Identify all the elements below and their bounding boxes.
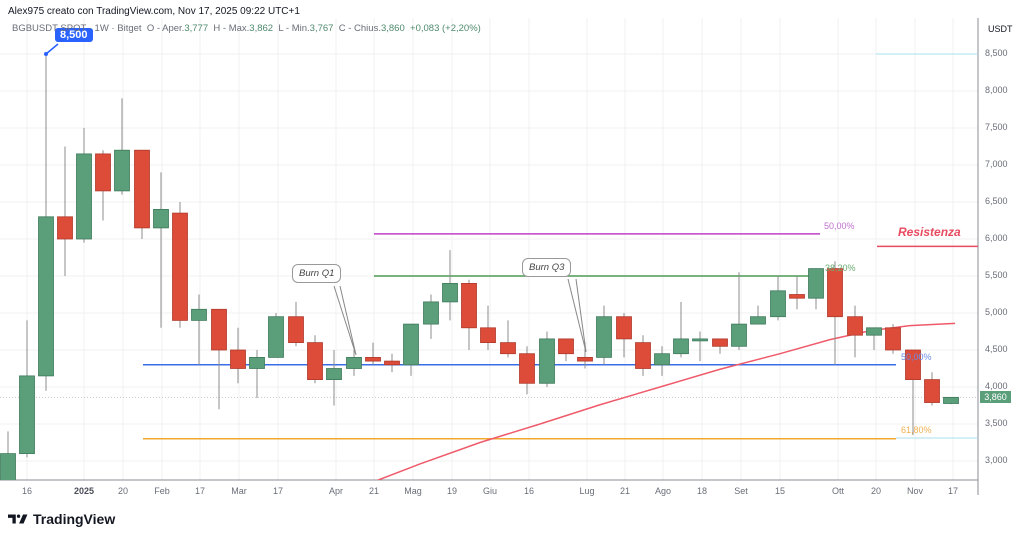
time-tick: Apr [328,486,344,496]
symbol-name[interactable]: BGBUSDT SPOT [12,23,87,34]
price-tick: 8,500 [985,48,1008,58]
time-tick: 17 [272,486,284,496]
low-value: 3,767 [309,23,334,34]
price-tick: 5,000 [985,307,1008,317]
price-tick: 6,000 [985,233,1008,243]
time-tick: 16 [21,486,33,496]
time-tick: 20 [117,486,129,496]
price-tick: 4,000 [985,381,1008,391]
time-tick: 18 [696,486,708,496]
price-tick: 4,500 [985,344,1008,354]
last-price-badge: 3,860 [980,391,1011,403]
fib-382-label: 38,20% [825,263,856,273]
time-tick: 15 [774,486,786,496]
time-tick: Ago [654,486,672,496]
price-tick: 5,500 [985,270,1008,280]
change-value: +0,083 (+2,20%) [410,23,481,34]
tradingview-brand[interactable]: TradingView [8,511,115,527]
time-tick: Mar [231,486,247,496]
time-tick: 17 [194,486,206,496]
burn-q3-callout[interactable]: Burn Q3 [522,258,572,277]
high-label: H - Max. [213,23,250,34]
interval[interactable]: 1W [94,23,109,34]
time-tick: 21 [368,486,380,496]
high-value: 3,862 [249,23,274,34]
open-value: 3,777 [184,23,209,34]
open-label: O - Aper. [146,23,185,34]
price-tick: 8,000 [985,85,1008,95]
close-label: C - Chius. [338,23,381,34]
burn-q1-callout[interactable]: Burn Q1 [292,264,342,283]
time-tick: Set [734,486,748,496]
time-tick: Ott [831,486,845,496]
price-tick: 3,000 [985,455,1008,465]
time-tick: 20 [870,486,882,496]
price-tick: 3,500 [985,418,1008,428]
symbol-legend: BGBUSDT SPOT · 1W · Bitget O - Aper.3,77… [12,23,481,34]
time-tick: Nov [906,486,924,496]
time-tick: Lug [579,486,595,496]
price-tick: 7,500 [985,122,1008,132]
low-label: L - Min. [278,23,310,34]
fib-50b-label: 50,00% [901,352,932,362]
price-tick: 6,500 [985,196,1008,206]
fib-618-label: 61,80% [901,425,932,435]
close-value: 3,860 [380,23,405,34]
time-tick: Feb [154,486,170,496]
price-tick: 7,000 [985,159,1008,169]
resistance-label: Resistenza [898,225,961,239]
time-tick: 16 [523,486,535,496]
time-tick: 21 [619,486,631,496]
high-price-badge: 8,500 [55,28,93,42]
tradingview-logo-icon [8,514,28,524]
currency-label: USDT [988,24,1013,34]
time-tick: 17 [947,486,959,496]
time-tick: Giu [482,486,498,496]
chart-caption: Alex975 creato con TradingView.com, Nov … [8,6,300,17]
brand-name: TradingView [33,511,116,527]
time-tick: 19 [446,486,458,496]
fib-50-label: 50,00% [824,221,855,231]
time-tick: 2025 [73,486,95,496]
exchange: Bitget [117,23,142,34]
time-tick: Mag [404,486,422,496]
